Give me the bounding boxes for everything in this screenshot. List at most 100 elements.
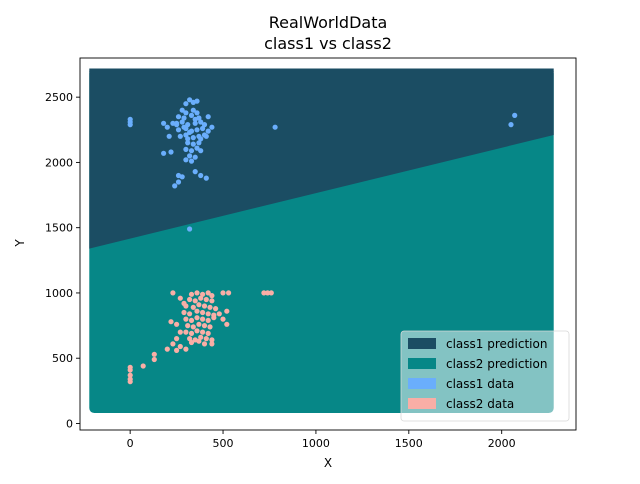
data-point [198,119,204,125]
data-point [172,183,178,189]
data-point [170,290,176,296]
data-point [192,298,198,304]
data-point [196,321,202,327]
data-point [200,309,206,316]
data-point [203,336,209,342]
axes: 0 500 1000 1500 2000 0 500 1000 1500 2000 2500 [45,57,577,450]
y-tick-label: 500 [52,352,73,365]
class1-region-edge [89,68,554,75]
data-point [161,120,167,126]
data-point [201,341,208,347]
legend-swatch [408,398,436,409]
data-point [265,290,271,296]
data-point [185,122,191,128]
data-point [127,379,133,385]
data-point [205,290,211,296]
data-point [190,324,196,330]
data-point [192,154,198,160]
data-point [174,321,180,327]
plot-frame [79,57,577,431]
data-point [177,329,183,335]
data-point [151,351,157,357]
data-point [183,346,189,352]
data-point [209,341,215,347]
data-point [187,311,193,317]
data-point [207,304,213,310]
data-point [196,302,202,308]
data-point [200,316,206,322]
data-point [190,135,196,141]
data-point [140,363,146,369]
data-point [166,133,172,139]
legend: class1 prediction class2 prediction class1… [400,330,570,422]
data-point [164,346,170,352]
data-point [194,290,200,296]
x-tick-label: 2000 [488,437,516,450]
data-point [151,356,157,363]
data-point [194,127,200,133]
data-point [187,296,193,303]
data-point [512,112,518,118]
data-point [201,122,208,128]
chart-title: RealWorldData [269,13,388,32]
data-point [179,119,185,125]
x-axis-label: X [324,456,332,470]
data-point [181,115,187,121]
data-point [201,303,208,309]
data-point [177,133,183,139]
data-point [203,133,209,139]
data-point [179,107,185,113]
data-point [194,308,200,314]
data-point [187,97,193,103]
y-tick-label: 1500 [45,222,73,235]
legend-label: class2 data [446,397,514,411]
data-point [187,336,193,342]
data-point [194,110,200,116]
data-point [177,295,183,301]
data-point [183,329,189,335]
data-point [177,343,183,350]
data-point [188,158,195,164]
data-point [192,169,198,175]
data-point [187,226,193,232]
y-tick-label: 1000 [45,287,73,300]
data-point [196,338,202,344]
data-point [174,336,180,342]
data-point [268,290,274,296]
data-point [185,323,191,329]
x-tick-label: 1000 [302,437,330,450]
data-point [175,114,182,120]
data-point [127,122,133,128]
x-tick-label: 0 [127,437,134,450]
data-point [164,124,170,130]
data-point [211,315,217,321]
data-point [183,157,189,163]
data-point [188,291,195,297]
data-point [190,141,196,147]
data-point [183,146,189,152]
x-tick-label: 1500 [395,437,423,450]
y-tick-label: 0 [66,417,73,430]
data-point [181,309,187,316]
data-point [194,315,200,321]
y-axis-label: Y [13,239,27,248]
data-point [207,324,213,330]
legend-label: class2 prediction [446,357,547,371]
data-point [201,323,208,329]
series-2 [127,290,274,385]
data-point [224,308,230,314]
data-point [174,122,180,128]
data-point [508,122,514,128]
data-point [161,150,167,156]
data-point [209,293,215,299]
data-point [168,149,174,155]
legend-label: class1 data [446,377,514,391]
data-point [205,311,211,317]
plot-area [89,68,554,414]
data-point [188,112,195,118]
legend-swatch [408,378,436,389]
legend-box [400,330,570,422]
data-point [175,127,182,133]
data-point [185,136,191,142]
